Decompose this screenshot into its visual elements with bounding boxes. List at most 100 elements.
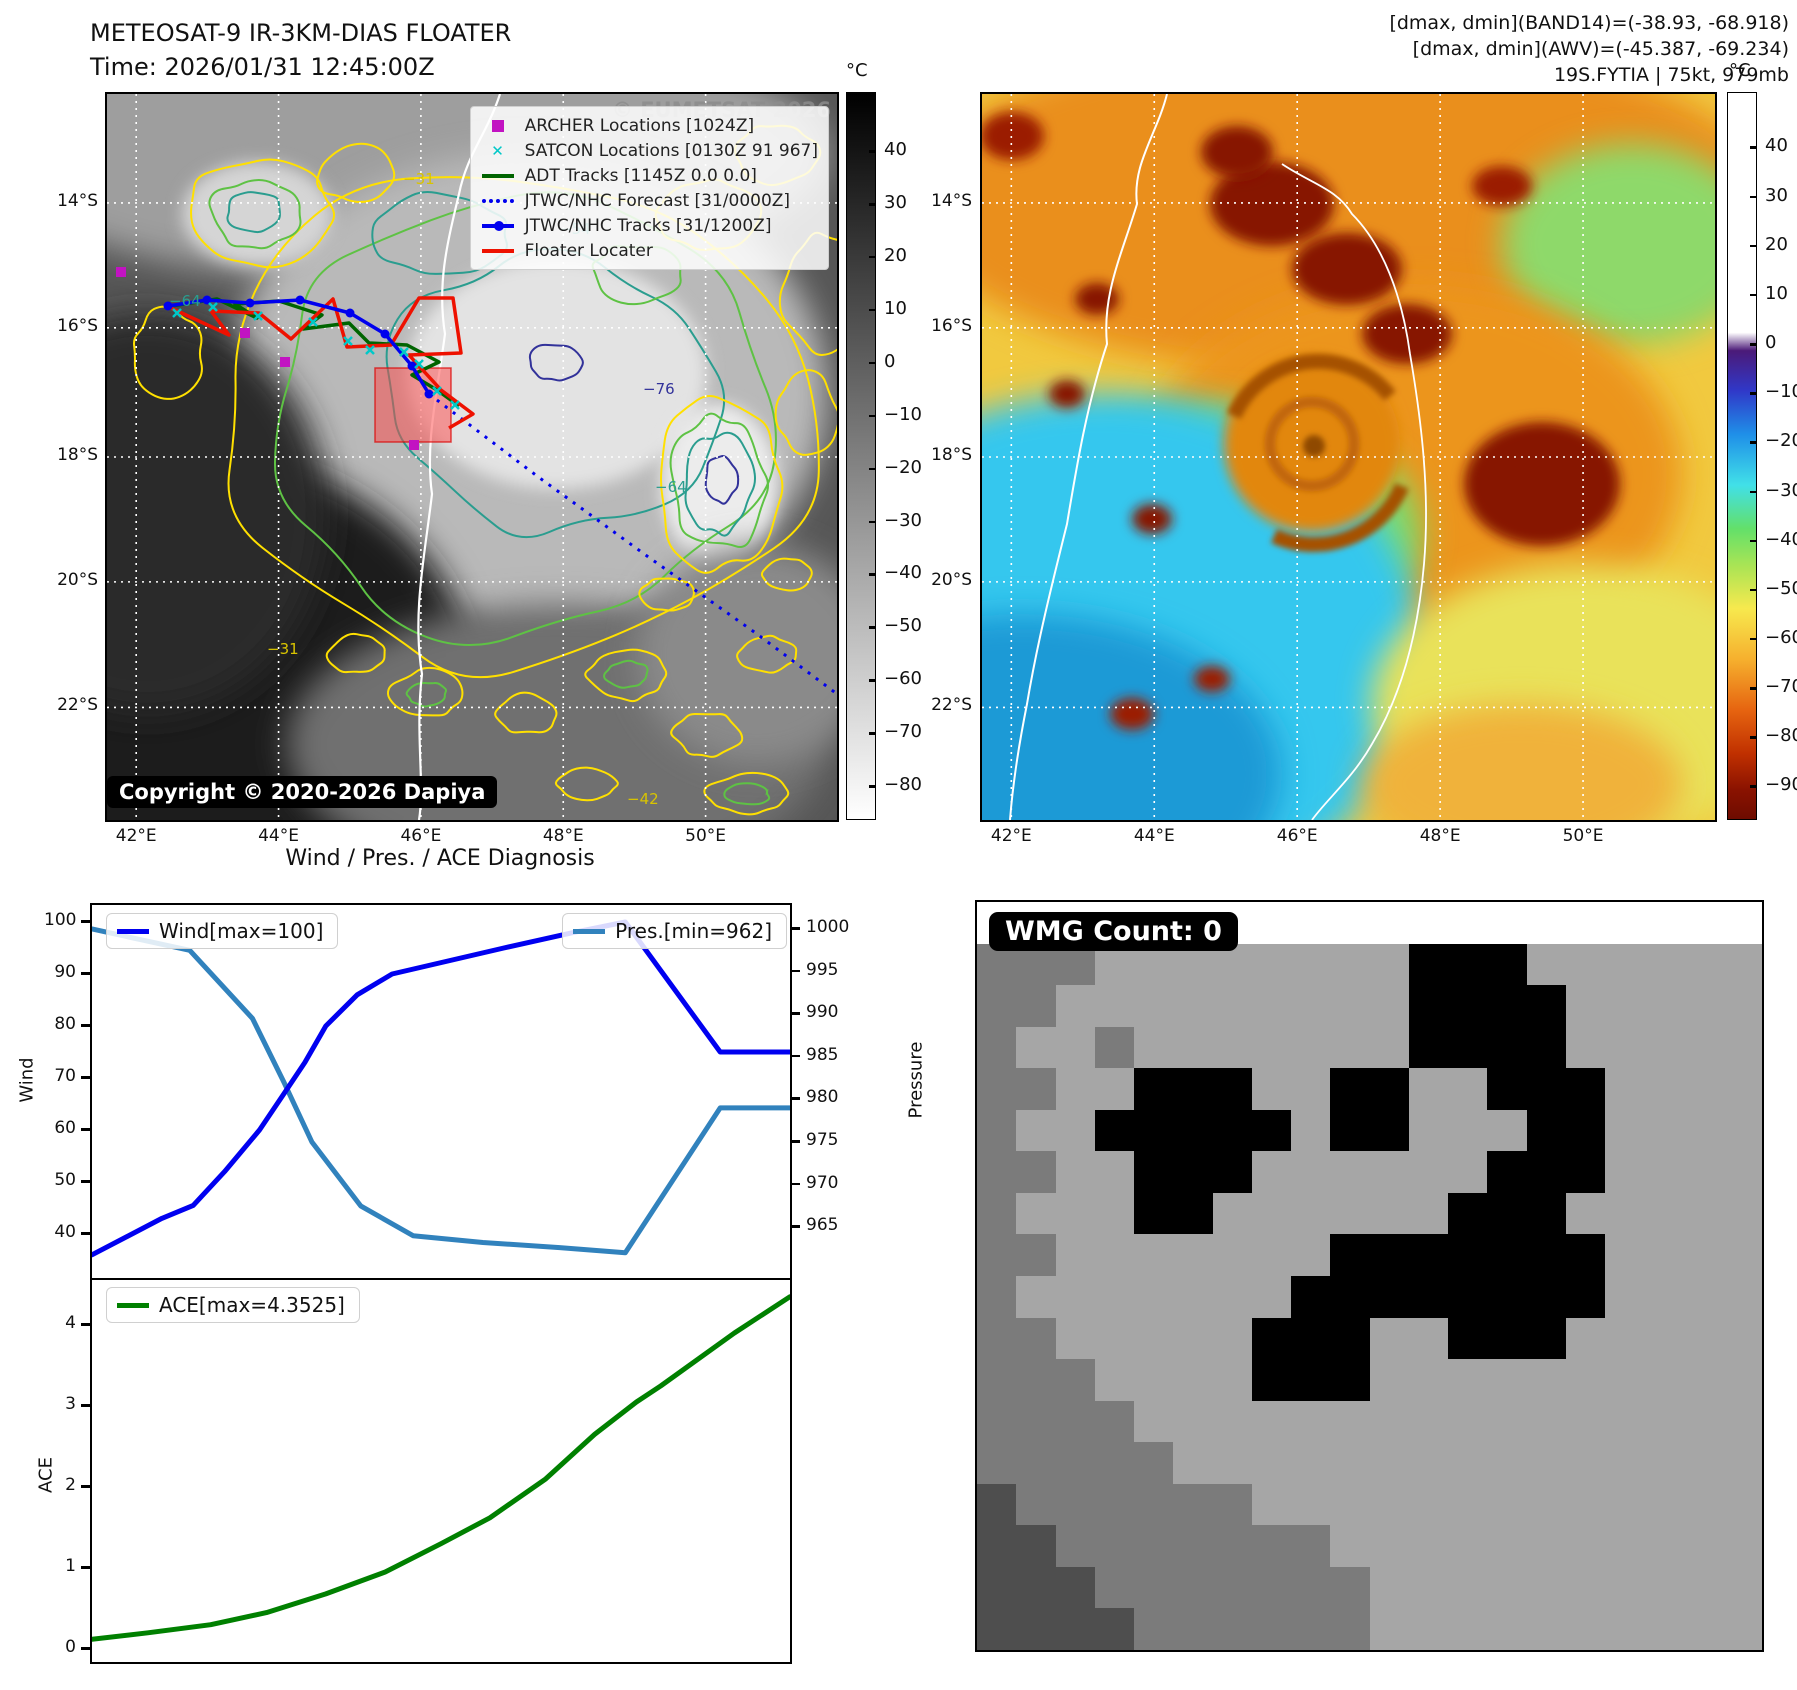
wmg-pixel [1330,1192,1370,1235]
wmg-pixel [1644,1068,1684,1111]
ace-tick-label: 3 [65,1394,76,1414]
lat-tick-label: 22°S [931,695,972,716]
wmg-pixel [1251,1026,1292,1069]
wmg-pixel [1408,1608,1449,1650]
wmg-pixel [1134,1566,1174,1609]
wmg-pixel [1605,1400,1645,1443]
left-satellite-map[interactable]: −54−64−76−64−31−42−31 © EUMETSAT 2026 AR… [105,92,839,822]
wmg-pixel [1683,1026,1724,1069]
wmg-pixel [1291,1566,1331,1609]
wmg-pixel [1055,1317,1096,1360]
lat-tick-label: 22°S [57,695,98,716]
wmg-pixel [1212,1109,1253,1152]
wmg-pixel [1251,1192,1292,1235]
colorbar-tick-label: −80 [884,774,922,796]
legend-item-label: JTWC/NHC Forecast [31/0000Z] [524,190,791,211]
wmg-pixel [977,1151,1017,1194]
lon-tick-label: 48°E [1419,826,1461,846]
wmg-pixel [1369,1234,1410,1277]
wmg-pixel [1134,1151,1174,1194]
wind-line-icon [117,928,149,934]
wmg-pixel [1330,902,1370,944]
pressure-tickmark [791,1012,800,1015]
wmg-pixel [1369,1317,1410,1360]
wmg-pixel [1408,1109,1449,1152]
wmg-pixel [1448,1483,1488,1526]
wmg-pixel [1291,1026,1331,1069]
wmg-pixel [1251,985,1292,1028]
wmg-pixel [1212,1151,1253,1194]
wmg-pixel [1134,985,1174,1028]
wmg-pixel [1055,1234,1096,1277]
wmg-pixel [1487,1442,1527,1485]
wmg-pixel [1722,985,1762,1028]
line-icon [479,248,517,253]
wmg-pixel [1212,1442,1253,1485]
wmg-pixel [1016,1400,1056,1443]
colorbar-tickmark [869,361,876,365]
wmg-pixel [1408,1359,1449,1402]
lat-tick-label: 16°S [931,315,972,336]
wmg-pixel [1173,1359,1213,1402]
wmg-pixel [1605,1608,1645,1650]
wmg-pixel [1055,1525,1096,1568]
wmg-pixel [1526,1068,1567,1111]
ace-tick-label: 4 [65,1313,76,1333]
wind-tick-label: 60 [54,1118,76,1138]
wmg-pixel [1212,1608,1253,1650]
wmg-count-label: WMG Count: 0 [989,912,1238,951]
right-map-gridlines [982,94,1715,820]
ace-chart[interactable]: ACE[max=4.3525] [89,1278,793,1664]
wmg-pixel [1487,902,1527,944]
wmg-pixel [1369,1026,1410,1069]
pressure-tickmark [791,1182,800,1186]
wmg-pixel [1369,1192,1410,1235]
wmg-panel[interactable]: WMG Count: 0 [975,900,1764,1652]
pressure-tickmark [791,1097,800,1100]
colorbar-tickmark [1750,392,1757,395]
wmg-pixel [1291,1525,1331,1568]
wmg-pixel [1251,1151,1292,1194]
wmg-pixel [1173,1608,1213,1650]
wmg-pixel [1173,1276,1213,1318]
wmg-pixel [1330,943,1370,986]
wmg-pixel [1644,943,1684,986]
wmg-pixel [1408,1525,1449,1568]
ir-cloud-texture [107,94,837,820]
wmg-pixel [1526,1566,1567,1609]
wmg-pixel [1526,1359,1567,1402]
wind-pressure-chart[interactable]: Wind[max=100] Pres.[min=962] [89,903,793,1280]
colorbar-tick-label: 20 [884,244,907,266]
wmg-pixel [1134,1068,1174,1111]
wmg-pixel [1251,902,1292,944]
wmg-pixel [1291,1442,1331,1485]
wmg-pixel [1330,1317,1370,1360]
wmg-pixel [1134,1026,1174,1069]
wmg-pixel [1094,985,1135,1028]
wmg-pixel [1605,1566,1645,1609]
ace-tickmark [81,1404,90,1407]
wmg-pixel [1565,1566,1606,1609]
wmg-pixel [1448,1192,1488,1235]
wmg-pixel [977,1400,1017,1443]
contour-label: −64 [655,478,687,496]
wmg-pixel [1251,1068,1292,1111]
wind-tick-label: 90 [54,962,76,982]
wmg-pixel [1448,902,1488,944]
wmg-pixel [1487,1109,1527,1152]
ace-axis-label: ACE [35,1457,57,1493]
wmg-pixel [1722,1400,1762,1443]
wmg-pixel [1644,1359,1684,1402]
wmg-pixel [1565,1276,1606,1318]
wmg-pixel [1448,1442,1488,1485]
wind-tick-label: 80 [54,1014,76,1034]
ace-tickmark [81,1647,90,1650]
wmg-pixel [1565,943,1606,986]
wmg-pixel [1016,1525,1056,1568]
wind-tickmark [81,1076,90,1079]
wmg-pixel [1251,1317,1292,1360]
wmg-pixel [1526,1400,1567,1443]
right-satellite-map[interactable] [980,92,1717,822]
wind-tickmark [81,1128,90,1131]
wmg-pixel [1094,1234,1135,1277]
